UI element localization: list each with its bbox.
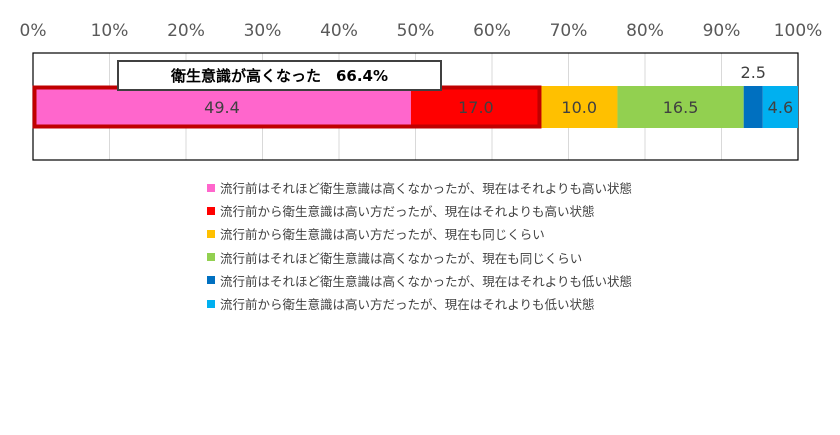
bar-segment [33, 86, 411, 128]
x-tick-label: 40% [320, 21, 358, 41]
bar-segments [33, 86, 798, 128]
x-tick-label: 90% [703, 21, 741, 41]
data-label: 10.0 [561, 98, 597, 117]
bar-segment [410, 86, 541, 128]
x-tick-label: 10% [91, 21, 129, 41]
legend-label: 流行前から衛生意識は高い方だったが、現在はそれよりも高い状態 [220, 204, 595, 220]
legend-swatch [207, 229, 215, 238]
callout-text: 衛生意識が高くなった 66.4% [170, 67, 389, 85]
bar-segment [617, 86, 744, 128]
legend-label: 流行前から衛生意識は高い方だったが、現在はそれよりも低い状態 [220, 297, 595, 313]
bar-segment [540, 86, 618, 128]
legend-label: 流行前から衛生意識は高い方だったが、現在も同じくらい [220, 227, 545, 243]
bar-segment [743, 86, 763, 128]
legend-item: 流行前はそれほど衛生意識は高くなかったが、現在はそれよりも低い状態 [207, 269, 632, 292]
x-tick-label: 0% [20, 21, 47, 41]
x-tick-label: 30% [244, 21, 282, 41]
legend-item: 流行前から衛生意識は高い方だったが、現在はそれよりも高い状態 [207, 199, 632, 222]
x-tick-label: 50% [397, 21, 435, 41]
data-label: 49.4 [204, 98, 240, 117]
legend-item: 流行前はそれほど衛生意識は高くなかったが、現在も同じくらい [207, 246, 632, 269]
legend: 流行前はそれほど衛生意識は高くなかったが、現在はそれよりも高い状態 流行前から衛生… [207, 176, 632, 315]
data-label: 2.5 [741, 63, 766, 82]
x-tick-label: 20% [167, 21, 205, 41]
data-label: 17.0 [458, 98, 494, 117]
legend-swatch [207, 253, 215, 262]
data-labels: 49.4 17.0 10.0 16.5 2.54.6 [204, 63, 793, 117]
legend-label: 流行前はそれほど衛生意識は高くなかったが、現在はそれよりも高い状態 [220, 181, 633, 197]
x-tick-label: 100% [774, 21, 823, 41]
legend-label: 流行前はそれほど衛生意識は高くなかったが、現在も同じくらい [220, 250, 583, 266]
x-tick-label: 80% [626, 21, 664, 41]
bar-segment [762, 86, 798, 128]
legend-item: 流行前から衛生意識は高い方だったが、現在も同じくらい [207, 222, 632, 245]
x-axis-tick-labels: 0% 10% 20% 30% 40% 50% 60% 70% 80% 90% 100% [20, 21, 823, 41]
legend-item: 流行前はそれほど衛生意識は高くなかったが、現在はそれよりも高い状態 [207, 176, 632, 199]
callout-annotation: 衛生意識が高くなった 66.4% [117, 60, 442, 91]
legend-swatch [207, 276, 215, 285]
data-label: 4.6 [768, 98, 793, 117]
x-tick-label: 70% [550, 21, 588, 41]
legend-label: 流行前はそれほど衛生意識は高くなかったが、現在はそれよりも低い状態 [220, 273, 633, 289]
legend-swatch [207, 299, 215, 308]
data-label: 16.5 [663, 98, 699, 117]
x-tick-label: 60% [473, 21, 511, 41]
legend-swatch [207, 183, 215, 192]
legend-swatch [207, 206, 215, 215]
legend-item: 流行前から衛生意識は高い方だったが、現在はそれよりも低い状態 [207, 292, 632, 315]
